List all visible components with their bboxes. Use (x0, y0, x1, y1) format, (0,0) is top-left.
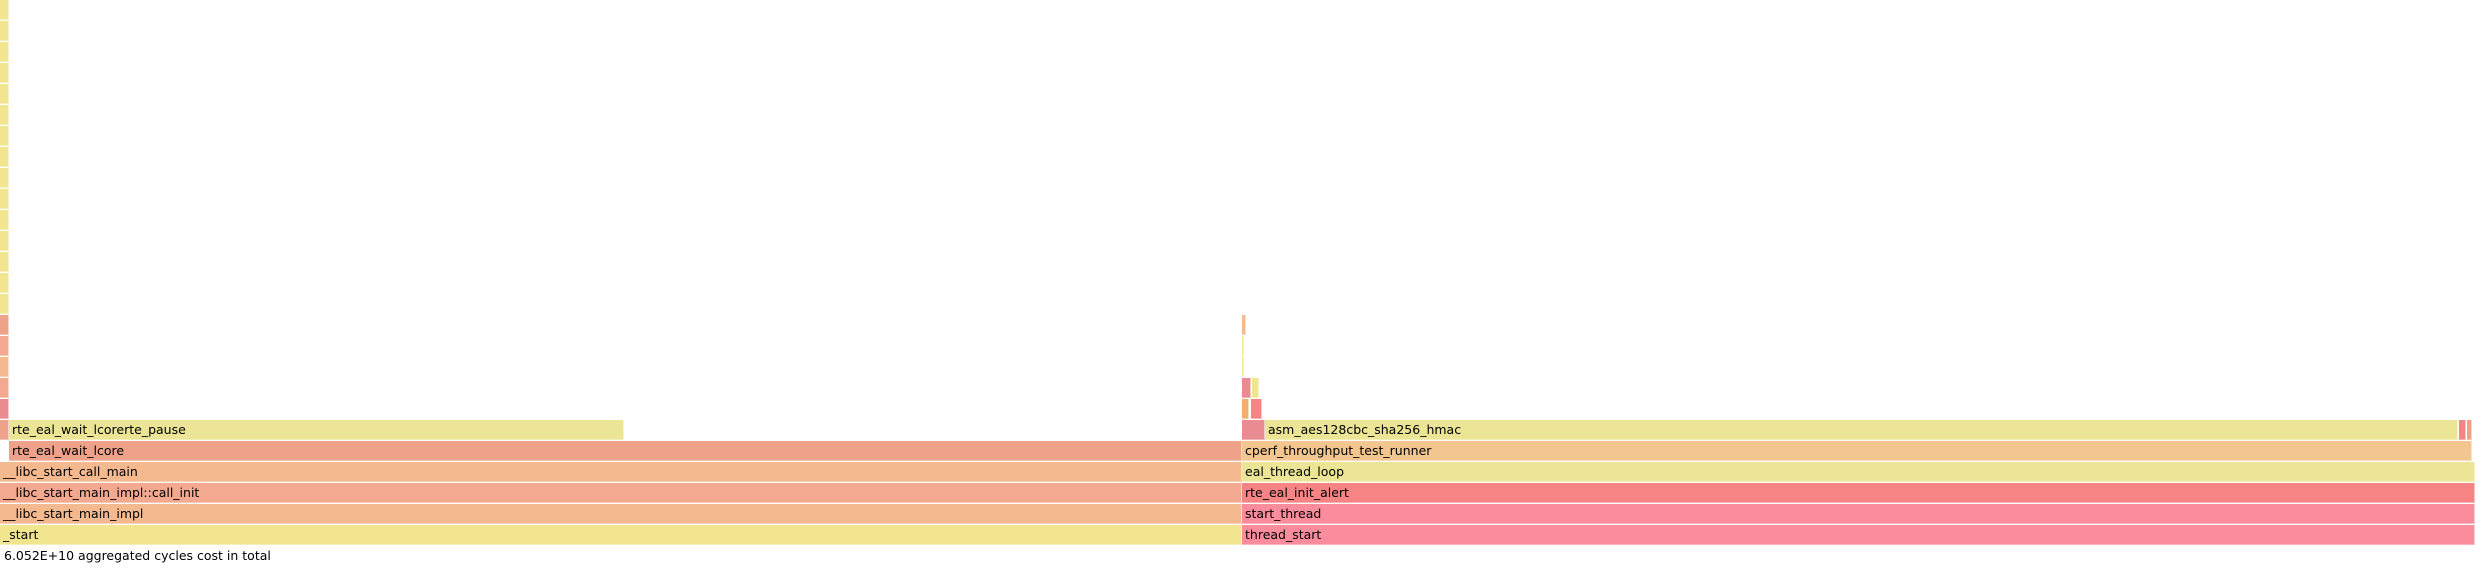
frame-libc-left-stack-7[interactable] (0, 378, 9, 398)
frame-asm-aes128cbc-sha256-hmac[interactable]: asm_aes128cbc_sha256_hmac (1265, 420, 2458, 440)
frame-label: rte_eal_wait_lcore (12, 443, 125, 458)
frame-eal-thread-loop[interactable]: eal_thread_loop (1242, 462, 2475, 482)
frame-thread-start[interactable]: thread_start (1242, 525, 2475, 545)
frame-libc-left-stack-8[interactable] (0, 357, 9, 377)
frame-libc-left-stack-16[interactable] (0, 189, 9, 209)
frame-label: __libc_start_main_impl::call_init (3, 485, 200, 500)
frame-libc-left-stack-21[interactable] (0, 84, 9, 104)
frame-libc-left-stack-11[interactable] (0, 294, 9, 314)
frame-label: _start (3, 527, 39, 542)
frame-libc-left-stack-13[interactable] (0, 252, 9, 272)
frame-worker-small-frame-7b[interactable] (1252, 378, 1259, 398)
frame-libc-left-stack-25[interactable] (0, 0, 9, 20)
frame-worker-small-frame-6b[interactable] (1251, 399, 1262, 419)
frame-worker-small-frame-8a[interactable] (1242, 357, 1244, 377)
frame-libc-left-stack-24[interactable] (0, 21, 9, 41)
frame-libc-left-stack-15[interactable] (0, 210, 9, 230)
frame-libc-left-stack-23[interactable] (0, 42, 9, 62)
frame-worker-small-frame-9a[interactable] (1242, 336, 1244, 356)
frame-label: rte_eal_init_alert (1245, 485, 1349, 500)
frame-libc-left-stack-5[interactable] (0, 420, 9, 440)
frame-start-thread[interactable]: start_thread (1242, 504, 2475, 524)
frame-libc-left-stack-6[interactable] (0, 399, 9, 419)
frame-worker-small-frame-10a[interactable] (1242, 315, 1246, 335)
frame-worker-small-frame-5a[interactable] (1242, 420, 1265, 440)
frame-libc-left-stack-20[interactable] (0, 105, 9, 125)
frame-label: __libc_start_main_impl (3, 506, 144, 521)
frame-label: asm_aes128cbc_sha256_hmac (1268, 422, 1462, 437)
frame-label: start_thread (1245, 506, 1322, 521)
frame-libc-start-main-impl[interactable]: __libc_start_main_impl (0, 504, 1242, 524)
frame-cperf-throughput-test-runner[interactable]: cperf_throughput_test_runner (1242, 441, 2472, 461)
frame-label: rte_eal_wait_lcorerte_pause (12, 422, 186, 437)
frame-libc-left-stack-9[interactable] (0, 336, 9, 356)
frame-worker-small-frame-6a[interactable] (1242, 399, 1249, 419)
frame-label: __libc_start_call_main (3, 464, 138, 479)
frame-libc-start-main-impl-call-init[interactable]: __libc_start_main_impl::call_init (0, 483, 1242, 503)
frame-libc-start-call-main[interactable]: __libc_start_call_main (0, 462, 1242, 482)
frame-label: cperf_throughput_test_runner (1245, 443, 1432, 458)
frame-libc-left-stack-12[interactable] (0, 273, 9, 293)
total-cost-label: 6.052E+10 aggregated cycles cost in tota… (4, 548, 271, 563)
frame-rte-eal-wait-lcorerte-pause[interactable]: rte_eal_wait_lcorerte_pause (9, 420, 624, 440)
frame-libc-left-stack-17[interactable] (0, 168, 9, 188)
frame-label: eal_thread_loop (1245, 464, 1344, 479)
frame-start[interactable]: _start (0, 525, 1242, 545)
frame-rte-eal-init-alert[interactable]: rte_eal_init_alert (1242, 483, 2475, 503)
frame-hmac-tail-frame-b[interactable] (2467, 420, 2472, 440)
frame-libc-left-stack-18[interactable] (0, 147, 9, 167)
frame-label: thread_start (1245, 527, 1322, 542)
frame-hmac-tail-frame-a[interactable] (2459, 420, 2466, 440)
frame-rte-eal-wait-lcore[interactable]: rte_eal_wait_lcore (9, 441, 1242, 461)
frame-libc-left-stack-14[interactable] (0, 231, 9, 251)
frame-worker-small-frame-7a[interactable] (1242, 378, 1251, 398)
frame-libc-left-stack-10[interactable] (0, 315, 9, 335)
frame-libc-left-stack-22[interactable] (0, 63, 9, 83)
frame-libc-left-stack-19[interactable] (0, 126, 9, 146)
